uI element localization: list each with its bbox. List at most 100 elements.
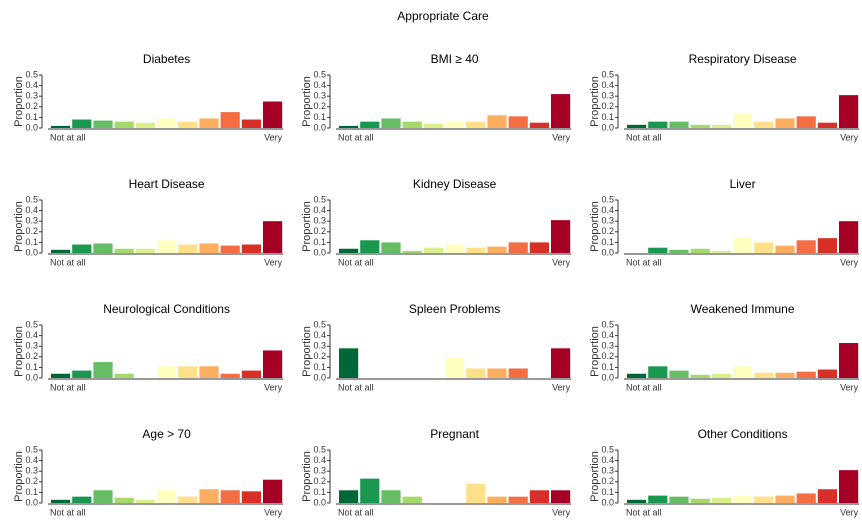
bar: [669, 121, 689, 128]
bar: [529, 242, 549, 253]
y-tick-label: 0.3: [313, 466, 326, 476]
y-tick-label: 0.3: [25, 91, 38, 101]
bar: [402, 496, 422, 503]
bar: [711, 373, 731, 378]
bar: [796, 493, 816, 503]
bar: [817, 238, 837, 253]
bar: [402, 250, 422, 253]
y-tick-label: 0.1: [25, 362, 38, 372]
y-axis-label: Proportion: [13, 201, 25, 252]
y-tick-label: 0.4: [313, 330, 326, 340]
bar: [487, 115, 507, 128]
y-tick-label: 0.3: [601, 216, 614, 226]
bar: [648, 247, 668, 253]
bar: [839, 95, 859, 128]
bar: [733, 495, 753, 503]
x-tick-label: Not at all: [50, 257, 86, 267]
y-tick-label: 0.2: [25, 351, 38, 361]
bar: [669, 249, 689, 253]
y-tick-label: 0.5: [25, 319, 38, 329]
bar: [775, 495, 795, 503]
bar: [466, 121, 486, 128]
bar: [72, 244, 92, 253]
bar: [199, 243, 219, 253]
y-tick-label: 0.1: [313, 112, 326, 122]
panel-title: Age > 70: [142, 427, 191, 441]
bar: [690, 498, 710, 503]
y-tick-label: 0.3: [313, 91, 326, 101]
y-tick-label: 0.0: [313, 497, 326, 507]
y-tick-label: 0.5: [601, 444, 614, 454]
bar: [178, 244, 198, 253]
y-tick-label: 0.2: [313, 476, 326, 486]
y-tick-label: 0.0: [25, 247, 38, 257]
bar: [114, 121, 134, 128]
bar: [381, 490, 401, 503]
x-tick-label: Very: [264, 507, 283, 517]
y-tick-label: 0.4: [313, 80, 326, 90]
bar: [157, 490, 177, 503]
bar: [648, 495, 668, 503]
y-tick-label: 0.5: [25, 444, 38, 454]
x-tick-label: Very: [552, 257, 571, 267]
bar: [178, 496, 198, 503]
panel-title: Liver: [730, 177, 756, 191]
panel-title: Kidney Disease: [413, 177, 497, 191]
bar: [445, 244, 465, 253]
y-axis-label: Proportion: [13, 451, 25, 502]
panel-title: Weakened Immune: [691, 302, 795, 316]
bar: [529, 490, 549, 503]
bar: [754, 121, 774, 128]
y-tick-label: 0.4: [601, 455, 614, 465]
bar: [711, 124, 731, 128]
bar: [263, 101, 283, 128]
bar: [445, 357, 465, 378]
y-tick-label: 0.3: [601, 466, 614, 476]
bar: [135, 499, 155, 503]
bar: [466, 368, 486, 378]
y-tick-label: 0.4: [25, 330, 38, 340]
bar: [796, 240, 816, 253]
bar: [199, 366, 219, 378]
bar: [754, 372, 774, 378]
bar: [669, 496, 689, 503]
y-axis-label: Proportion: [589, 451, 601, 502]
y-tick-label: 0.1: [601, 362, 614, 372]
x-tick-label: Not at all: [338, 257, 374, 267]
bar: [508, 116, 528, 128]
bar: [72, 119, 92, 128]
bar: [423, 247, 443, 253]
bar: [114, 373, 134, 378]
y-axis-label: Proportion: [301, 451, 313, 502]
bar: [508, 368, 528, 378]
bar: [648, 366, 668, 378]
y-tick-label: 0.2: [25, 476, 38, 486]
bar: [241, 491, 261, 503]
bar: [402, 121, 422, 128]
bar: [220, 373, 240, 378]
bar: [754, 496, 774, 503]
bar: [220, 112, 240, 128]
bar: [551, 220, 571, 253]
bar: [775, 372, 795, 378]
y-tick-label: 0.4: [601, 330, 614, 340]
bar: [817, 122, 837, 128]
y-tick-label: 0.5: [313, 194, 326, 204]
y-tick-label: 0.0: [601, 497, 614, 507]
y-tick-label: 0.1: [25, 487, 38, 497]
y-tick-label: 0.2: [601, 226, 614, 236]
y-tick-label: 0.1: [601, 237, 614, 247]
bar: [339, 125, 359, 128]
x-tick-label: Very: [840, 132, 859, 142]
x-tick-label: Very: [840, 507, 859, 517]
bar: [157, 118, 177, 128]
y-axis-label: Proportion: [589, 76, 601, 127]
x-tick-label: Not at all: [626, 132, 662, 142]
y-axis-label: Proportion: [589, 326, 601, 377]
bar: [51, 499, 71, 503]
bar: [733, 366, 753, 378]
y-tick-label: 0.3: [601, 91, 614, 101]
bar: [796, 371, 816, 378]
x-tick-label: Very: [552, 132, 571, 142]
